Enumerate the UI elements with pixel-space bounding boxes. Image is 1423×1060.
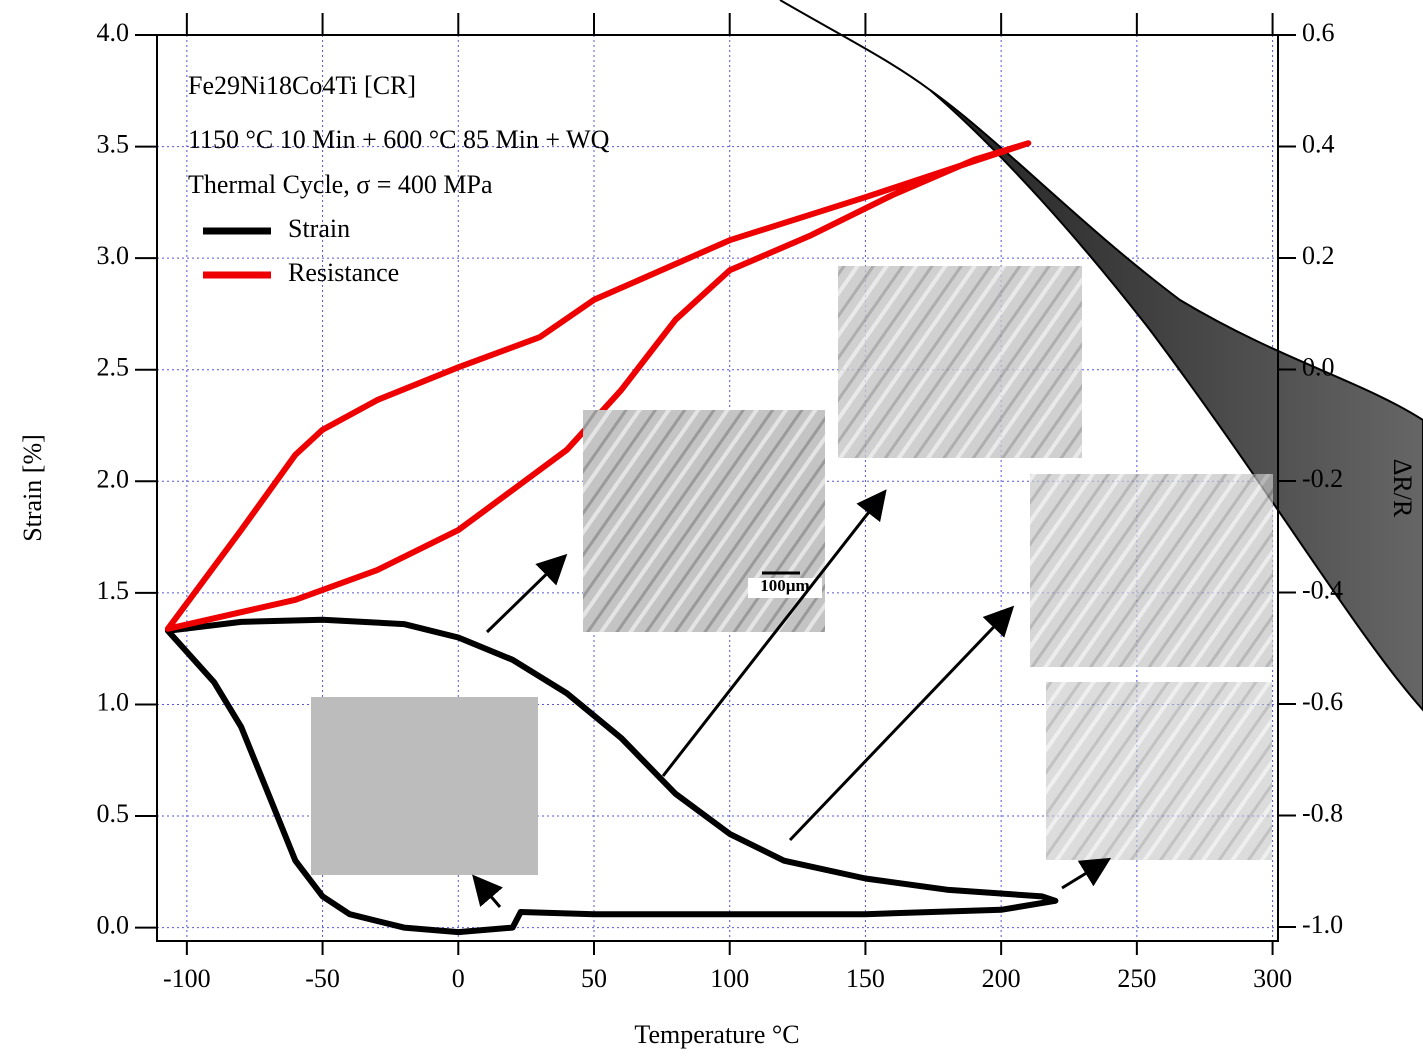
y2-tick-label: -1.0 <box>1302 910 1343 939</box>
y2-tick-label: -0.4 <box>1302 576 1343 605</box>
insets: 100µm <box>311 266 1273 875</box>
scale-bar-label: 100µm <box>760 576 809 595</box>
series-line <box>164 140 1032 632</box>
y-tick-label: 1.0 <box>97 687 130 716</box>
arrow <box>661 489 887 777</box>
arrow <box>788 605 1015 842</box>
micrograph <box>583 410 825 632</box>
y2-tick-label: 0.0 <box>1302 352 1335 381</box>
arrow <box>485 553 568 634</box>
y2-tick-label: 0.2 <box>1302 241 1335 270</box>
x-tick-label: 250 <box>1117 964 1156 993</box>
annotation: 1150 °C 10 Min + 600 °C 85 Min + WQ <box>188 125 610 154</box>
micrograph <box>838 266 1082 458</box>
x-tick-label: 200 <box>982 964 1021 993</box>
plot-frame <box>156 34 1279 942</box>
decoration-wedge <box>929 89 1423 712</box>
x-tick-label: -100 <box>163 964 211 993</box>
x-tick-label: 300 <box>1253 964 1292 993</box>
arrow <box>1061 857 1112 890</box>
series-line <box>164 616 1059 936</box>
x-tick-label: 100 <box>710 964 749 993</box>
x-tick-label: -50 <box>305 964 340 993</box>
legend-label: Strain <box>288 214 350 243</box>
x-axis-label: Temperature °C <box>634 1020 799 1049</box>
y2-tick-label: -0.6 <box>1302 687 1343 716</box>
micrograph <box>1030 474 1273 667</box>
legend-label: Resistance <box>288 258 399 287</box>
decoration-line <box>779 0 931 91</box>
annotation: Fe29Ni18Co4Ti [CR] <box>188 71 416 100</box>
y-tick-label: 3.5 <box>97 130 130 159</box>
y-tick-label: 0.0 <box>97 911 130 940</box>
micrograph <box>311 697 538 875</box>
y-axis-label: Strain [%] <box>18 434 47 542</box>
y-tick-label: 1.5 <box>97 576 130 605</box>
y-tick-label: 4.0 <box>97 18 130 47</box>
scale-bar-bg <box>748 578 822 598</box>
y2-tick-label: -0.2 <box>1302 464 1343 493</box>
x-tick-label: 0 <box>452 964 465 993</box>
y2-tick-label: -0.8 <box>1302 799 1343 828</box>
y-tick-label: 0.5 <box>97 799 130 828</box>
arrows <box>472 489 1112 908</box>
y-tick-label: 3.0 <box>97 241 130 270</box>
y2-tick-label: 0.6 <box>1302 18 1335 47</box>
x-tick-label: 150 <box>846 964 885 993</box>
y2-tick-label: 0.4 <box>1302 129 1335 158</box>
y-tick-label: 2.0 <box>97 464 130 493</box>
annotation: Thermal Cycle, σ = 400 MPa <box>188 170 493 199</box>
micrograph <box>1046 682 1272 860</box>
arrow <box>472 874 504 908</box>
y-tick-label: 2.5 <box>97 353 130 382</box>
x-tick-label: 50 <box>581 964 607 993</box>
y2-axis-label: ΔR/R <box>1388 459 1417 518</box>
